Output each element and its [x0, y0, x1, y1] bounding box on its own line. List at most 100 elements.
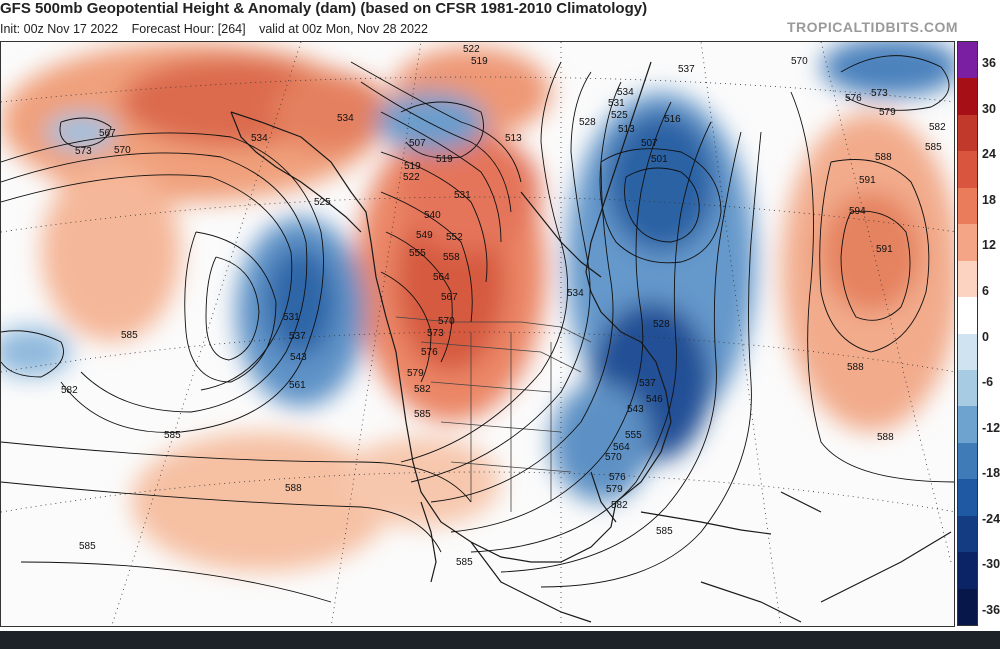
contour-label: 516 [664, 114, 681, 125]
contour-label: 561 [289, 380, 306, 391]
screen-bottom-bar [0, 631, 1000, 649]
contour-label: 573 [427, 328, 444, 339]
contour-label: 591 [876, 244, 893, 255]
contour-label: 513 [505, 133, 522, 144]
contour-label: 531 [454, 190, 471, 201]
colorbar-segment [958, 369, 977, 407]
contour-label: 582 [61, 385, 78, 396]
colorbar-tick-label: 36 [982, 56, 996, 70]
contour-label: 582 [414, 384, 431, 395]
contour-label: 525 [314, 197, 331, 208]
contour-label: 588 [847, 362, 864, 373]
contour-label: 537 [639, 378, 656, 389]
contour-label: 585 [656, 526, 673, 537]
colorbar-segment [958, 42, 977, 79]
colorbar-segment [958, 552, 977, 589]
map-title: GFS 500mb Geopotential Height & Anomaly … [0, 0, 648, 17]
contour-label: 585 [456, 557, 473, 568]
colorbar-tick-label: -18 [982, 466, 1000, 481]
site-watermark: TROPICALTIDBITS.COM [786, 19, 958, 35]
contour-label: 576 [845, 93, 862, 104]
contour-label: 540 [424, 210, 441, 221]
contour-label: 549 [416, 230, 433, 241]
contour-label: 585 [121, 330, 138, 341]
contour-label: 567 [99, 128, 116, 139]
contour-label: 507 [409, 138, 426, 149]
contour-label: 579 [407, 368, 424, 379]
anomaly-colorbar [957, 41, 978, 626]
contour-label: 564 [433, 272, 450, 283]
forecast-hour: Forecast Hour: [264] [131, 22, 246, 36]
colorbar-tick-label: -36 [982, 603, 1000, 617]
colorbar-tick-label: -24 [982, 511, 1000, 526]
contour-label: 588 [875, 152, 892, 163]
contour-label: 534 [251, 133, 268, 144]
contour-label: 537 [678, 64, 695, 75]
valid-time: valid at 00z Mon, Nov 28 2022 [259, 22, 428, 36]
coastlines-north-america [230, 61, 952, 623]
contour-label: 576 [421, 347, 438, 358]
contour-label: 570 [605, 452, 622, 463]
contour-label: 537 [289, 331, 306, 342]
colorbar-tick-label: 6 [982, 283, 989, 298]
graticule [1, 42, 954, 626]
contour-label: 567 [441, 292, 458, 303]
contour-label: 588 [285, 483, 302, 494]
contour-label: 585 [79, 541, 96, 552]
contour-label: 546 [646, 394, 663, 405]
colorbar-tick-label: 24 [982, 147, 996, 162]
contour-label: 579 [879, 107, 896, 118]
contour-label: 591 [859, 175, 876, 186]
height-contours [1, 55, 954, 603]
contour-label: 519 [471, 56, 488, 67]
contour-label: 519 [404, 161, 421, 172]
colorbar-tick-label: -12 [982, 420, 1000, 435]
colorbar-labels: 36 30 24 18 12 6 0 -6 -12 -18 -24 -30 -36 [982, 41, 1000, 626]
borders [395, 316, 592, 512]
contour-label: 501 [651, 154, 668, 165]
colorbar-segment [958, 297, 977, 334]
contour-label: 582 [929, 122, 946, 133]
contour-label: 558 [443, 252, 460, 263]
contour-label: 555 [625, 430, 642, 441]
contour-label: 573 [871, 88, 888, 99]
contour-label: 534 [617, 87, 634, 98]
contour-label: 522 [403, 172, 420, 183]
contour-label: 576 [609, 472, 626, 483]
contour-label: 570 [438, 316, 455, 327]
init-time: Init: 00z Nov 17 2022 [0, 22, 119, 36]
colorbar-tick-label: 18 [982, 192, 996, 207]
contour-label: 564 [613, 442, 630, 453]
colorbar-tick-label: -30 [982, 557, 1000, 572]
contour-label: 588 [877, 432, 894, 443]
contour-label: 531 [608, 98, 625, 109]
colorbar-segment [958, 224, 977, 261]
anomaly-shading [1, 42, 954, 572]
map-canvas: 522 519 537 570 573 534 528 531 525 513 … [1, 42, 954, 626]
contour-label: 579 [606, 484, 623, 495]
contour-label: 555 [409, 248, 426, 259]
contour-label: 594 [849, 206, 866, 217]
colorbar-tick-label: -6 [982, 375, 994, 390]
contour-label: 570 [791, 56, 808, 67]
contour-label: 534 [337, 113, 354, 124]
contour-labels: 522 519 537 570 573 534 528 531 525 513 … [61, 44, 946, 568]
contour-label: 543 [627, 404, 644, 415]
colorbar-segment [958, 515, 977, 553]
contour-label: 513 [618, 124, 635, 135]
contour-label: 543 [290, 352, 307, 363]
colorbar-segment [958, 333, 977, 370]
contour-label: 519 [436, 154, 453, 165]
contour-label: 582 [611, 500, 628, 511]
colorbar-tick-label: 30 [982, 101, 996, 116]
colorbar-segment [958, 260, 977, 298]
contour-label: 522 [463, 44, 480, 55]
contour-label: 570 [114, 145, 131, 156]
contour-label: 573 [75, 146, 92, 157]
colorbar-segment [958, 479, 977, 516]
colorbar-segment [958, 588, 977, 625]
anomaly-map[interactable]: 522 519 537 570 573 534 528 531 525 513 … [0, 41, 955, 627]
colorbar-tick-label: 12 [982, 238, 996, 253]
colorbar-segment [958, 114, 977, 152]
contour-label: 528 [653, 319, 670, 330]
